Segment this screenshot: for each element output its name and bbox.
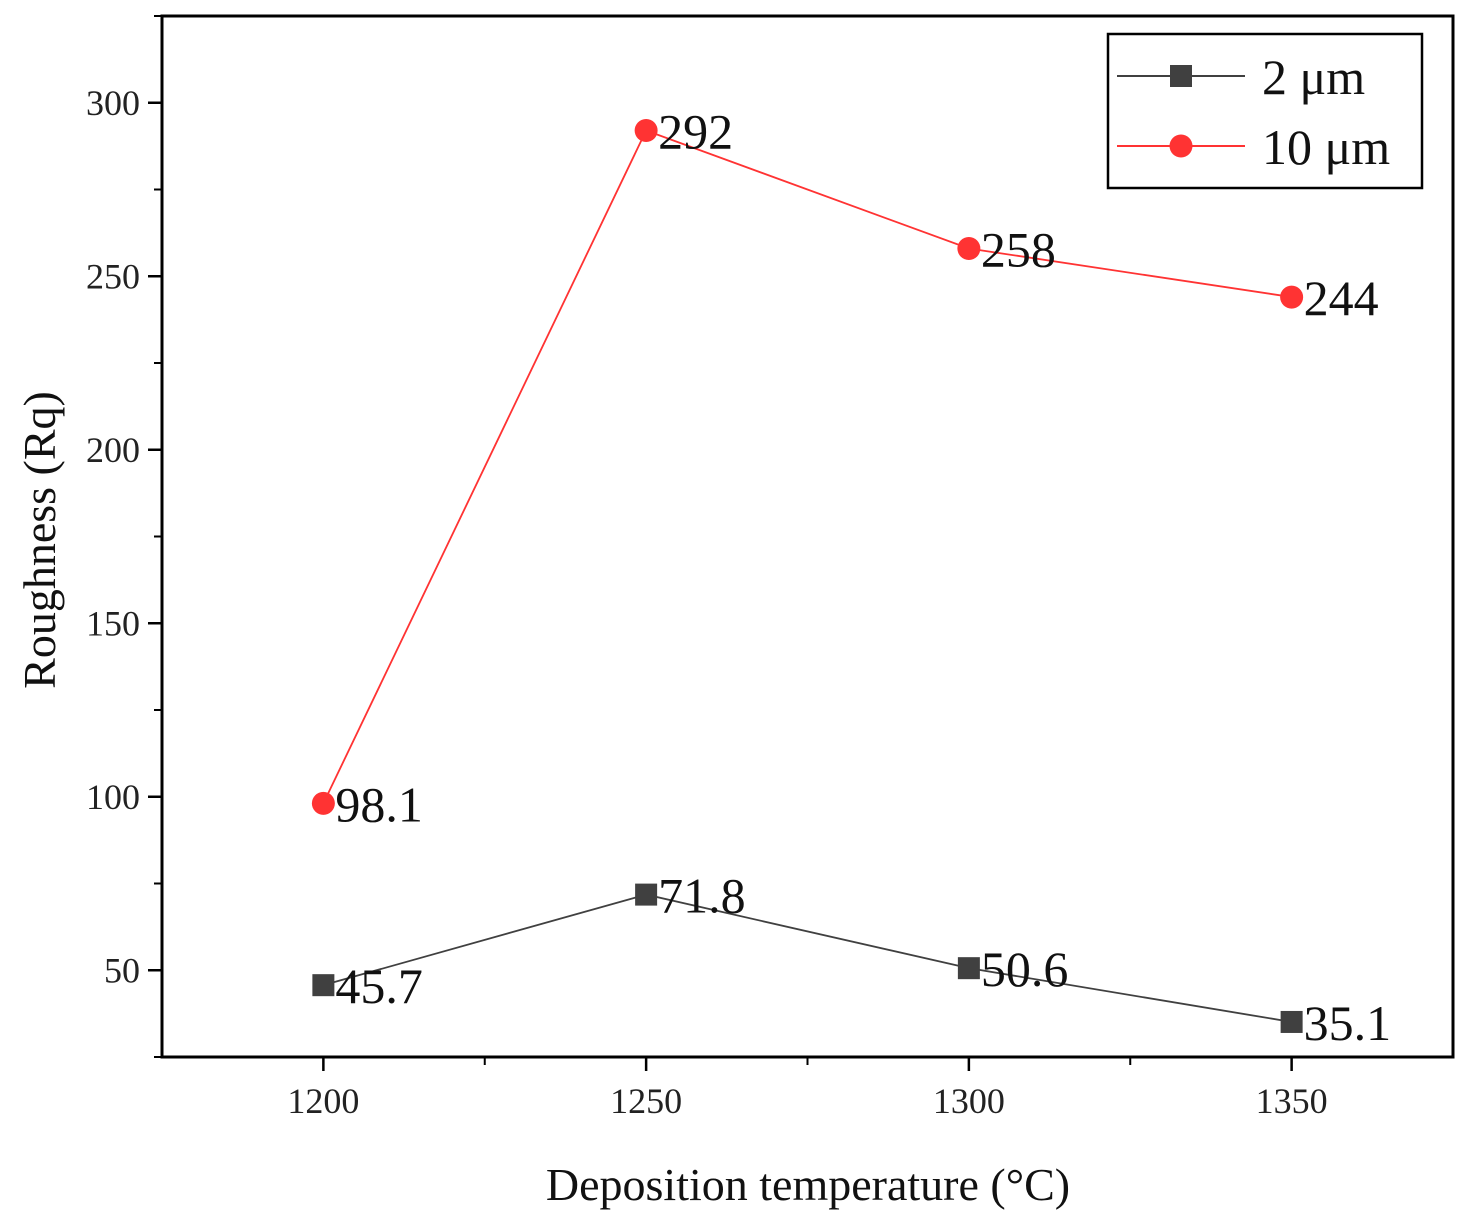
x-tick-label: 1250: [610, 1081, 682, 1121]
x-tick-label: 1350: [1256, 1081, 1328, 1121]
data-point-square: [312, 974, 335, 997]
legend-box: [1106, 32, 1424, 190]
y-tick-label: 200: [86, 430, 140, 470]
y-tick-label: 300: [86, 83, 140, 123]
data-label: 258: [981, 221, 1056, 277]
y-tick-label: 150: [86, 603, 140, 643]
legend-label: 10 μm: [1262, 119, 1390, 175]
data-point-circle: [311, 791, 335, 815]
data-label: 292: [658, 104, 733, 160]
x-tick-label: 1300: [933, 1081, 1005, 1121]
data-label: 71.8: [658, 868, 746, 924]
data-label: 50.6: [981, 941, 1069, 997]
series-line-2: [322, 129, 1292, 804]
data-label: 244: [1304, 270, 1379, 326]
x-axis-title: Deposition temperature (°C): [546, 1159, 1070, 1210]
y-axis-title: Roughness (Rq): [14, 391, 65, 689]
data-point-circle: [634, 119, 658, 143]
data-point-square: [1280, 1010, 1303, 1033]
data-label: 45.7: [335, 958, 423, 1014]
data-point-circle: [957, 236, 981, 260]
legend-marker-square: [1170, 65, 1192, 87]
y-tick-label: 250: [86, 256, 140, 296]
y-tick-label: 100: [86, 777, 140, 817]
data-label: 98.1: [335, 776, 423, 832]
data-point-square: [957, 957, 980, 980]
y-tick-label: 50: [104, 950, 140, 990]
x-tick-label: 1200: [287, 1081, 359, 1121]
legend-marker-circle: [1169, 134, 1193, 158]
series-line-1: [323, 893, 1292, 1023]
data-label: 35.1: [1304, 995, 1392, 1051]
data-point-circle: [1280, 285, 1304, 309]
data-point-square: [635, 883, 658, 906]
legend-label: 2 μm: [1262, 49, 1365, 105]
